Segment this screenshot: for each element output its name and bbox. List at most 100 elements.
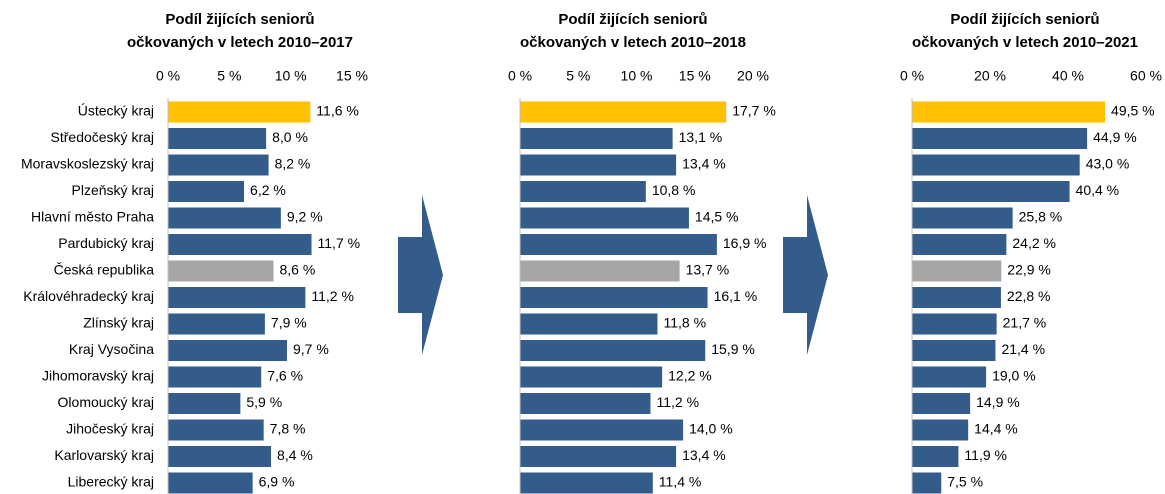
bar [520, 260, 680, 282]
y-tick-label: Pardubický kraj [58, 235, 154, 251]
data-label: 6,9 % [259, 474, 295, 490]
x-tick-label: 0 % [900, 68, 924, 84]
bar [520, 393, 651, 414]
bar [168, 419, 264, 441]
bar [520, 154, 677, 176]
bar [912, 419, 969, 441]
y-tick-label: Moravskoslezský kraj [21, 156, 154, 172]
bar [168, 128, 267, 149]
data-label: 7,9 % [271, 315, 307, 331]
data-label: 9,7 % [293, 341, 329, 357]
bar [168, 287, 306, 308]
y-tick-label: Plzeňský kraj [72, 182, 154, 198]
data-label: 14,9 % [976, 394, 1020, 410]
y-tick-label: Zlínský kraj [83, 315, 154, 331]
data-label: 16,1 % [714, 288, 758, 304]
y-tick-label: Liberecký kraj [68, 474, 154, 490]
bar [520, 287, 708, 308]
data-label: 8,2 % [275, 156, 311, 172]
data-label: 24,2 % [1012, 235, 1056, 251]
x-tick-label: 60 % [1130, 68, 1162, 84]
data-label: 11,8 % [663, 315, 706, 331]
bar [520, 128, 673, 149]
bar [168, 393, 241, 414]
bar [912, 446, 959, 467]
data-label: 10,8 % [652, 182, 696, 198]
y-tick-label: Karlovarský kraj [54, 447, 154, 463]
x-tick-label: 10 % [275, 68, 307, 84]
bar [912, 207, 1013, 229]
bar [520, 472, 653, 494]
bar [520, 101, 727, 123]
x-tick-label: 15 % [679, 68, 711, 84]
data-label: 14,0 % [689, 421, 733, 437]
bar [168, 154, 269, 176]
data-label: 11,9 % [964, 447, 1007, 463]
bar [912, 287, 1001, 308]
x-tick-label: 5 % [566, 68, 590, 84]
bar [912, 234, 1007, 255]
bar [168, 340, 287, 361]
y-tick-label: Středočeský kraj [51, 129, 154, 145]
data-label: 44,9 % [1093, 129, 1137, 145]
data-label: 9,2 % [287, 209, 323, 225]
y-tick-label: Kraj Vysočina [69, 341, 154, 357]
x-tick-label: 0 % [508, 68, 532, 84]
data-label: 8,4 % [277, 447, 313, 463]
bar [168, 101, 311, 123]
y-tick-label: Olomoucký kraj [58, 394, 154, 410]
chart-title: očkovaných v letech 2010–2018 [520, 34, 746, 51]
data-label: 11,7 % [318, 235, 361, 251]
data-label: 49,5 % [1111, 103, 1155, 119]
data-label: 7,5 % [947, 474, 983, 490]
data-label: 22,8 % [1007, 288, 1051, 304]
data-label: 11,2 % [656, 394, 699, 410]
data-label: 21,7 % [1003, 315, 1047, 331]
bar [912, 260, 1002, 282]
data-label: 12,2 % [668, 368, 712, 384]
bar [520, 419, 684, 441]
y-tick-label: Hlavní město Praha [31, 209, 154, 225]
data-label: 43,0 % [1086, 156, 1130, 172]
data-label: 11,2 % [311, 288, 354, 304]
data-label: 11,4 % [659, 474, 702, 490]
data-label: 5,9 % [246, 394, 282, 410]
chart-title: Podíl žijících seniorů [165, 11, 314, 28]
bar [520, 366, 663, 388]
x-tick-label: 0 % [156, 68, 180, 84]
arrow [783, 195, 828, 355]
x-tick-label: 15 % [336, 68, 368, 84]
data-label: 14,4 % [974, 421, 1018, 437]
y-tick-label: Ústecký kraj [78, 103, 154, 119]
data-label: 6,2 % [250, 182, 286, 198]
data-label: 13,1 % [679, 129, 723, 145]
data-label: 40,4 % [1076, 182, 1120, 198]
x-tick-label: 20 % [737, 68, 769, 84]
data-label: 25,8 % [1019, 209, 1063, 225]
data-label: 17,7 % [732, 103, 776, 119]
data-label: 13,4 % [682, 447, 726, 463]
data-label: 8,0 % [272, 129, 308, 145]
data-label: 14,5 % [695, 209, 739, 225]
bar [520, 313, 658, 335]
x-tick-label: 10 % [621, 68, 653, 84]
data-label: 19,0 % [992, 368, 1036, 384]
bar [168, 207, 281, 229]
bar [520, 446, 677, 467]
data-label: 8,6 % [279, 262, 315, 278]
data-label: 15,9 % [711, 341, 755, 357]
chart-title: očkovaných v letech 2010–2021 [912, 34, 1138, 51]
chart-title: Podíl žijících seniorů [558, 11, 707, 28]
data-label: 16,9 % [723, 235, 767, 251]
bar [168, 313, 265, 335]
x-tick-label: 20 % [974, 68, 1006, 84]
bar [912, 313, 997, 335]
data-label: 13,7 % [686, 262, 730, 278]
chart-title: očkovaných v letech 2010–2017 [127, 34, 353, 51]
bar [168, 366, 262, 388]
bar [520, 207, 689, 229]
data-label: 7,6 % [267, 368, 303, 384]
bar [520, 234, 717, 255]
bar [168, 234, 312, 255]
data-label: 13,4 % [682, 156, 726, 172]
